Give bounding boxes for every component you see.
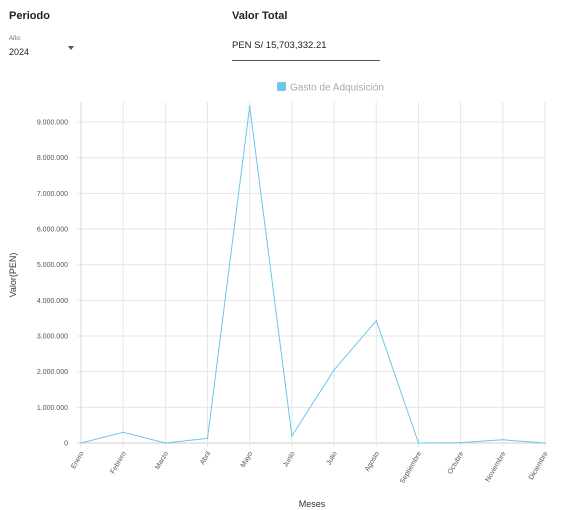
y-tick-label: 6.000.000 <box>37 227 68 234</box>
data-point[interactable] <box>80 442 82 444</box>
chart-grid <box>77 102 546 447</box>
x-tick-label: Julio <box>326 450 339 466</box>
x-tick-label: Noviembre <box>485 450 508 483</box>
x-tick-label: Junio <box>282 450 296 468</box>
data-point[interactable] <box>333 369 335 371</box>
year-caption: Año: <box>9 36 22 42</box>
x-tick-label: Mayo <box>240 450 255 468</box>
data-point[interactable] <box>206 437 209 440</box>
data-point[interactable] <box>544 442 546 444</box>
series-line <box>80 105 546 444</box>
data-point[interactable] <box>248 105 251 107</box>
data-point[interactable] <box>417 442 420 444</box>
y-tick-label: 9.000.000 <box>37 120 68 127</box>
total-value: PEN S/ 15,703,332.21 <box>232 40 327 51</box>
chevron-down-icon[interactable] <box>68 46 74 50</box>
total-title: Valor Total <box>232 10 288 22</box>
x-tick-label: Agosto <box>364 450 381 472</box>
legend-swatch[interactable] <box>277 82 286 91</box>
x-tick-label: Septiembre <box>399 450 423 485</box>
y-axis-title: Valor(PEN) <box>8 253 18 298</box>
chart-labels: 0 1.000.000 2.000.000 3.000.000 4.000.000 5.0… <box>8 120 550 509</box>
y-tick-label: 1.000.000 <box>37 405 68 412</box>
chart-series <box>80 105 546 444</box>
year-value: 2024 <box>9 47 30 57</box>
data-point[interactable] <box>459 441 462 444</box>
x-tick-label: Enero <box>70 450 85 470</box>
y-tick-label: 3.000.000 <box>37 334 68 341</box>
x-axis-title: Meses <box>299 499 326 509</box>
data-point[interactable] <box>375 319 378 322</box>
y-tick-label: 8.000.000 <box>37 155 68 162</box>
data-point[interactable] <box>291 435 293 437</box>
year-select[interactable]: Año: 2024 <box>9 36 77 60</box>
y-tick-label: 7.000.000 <box>37 191 68 198</box>
legend-label[interactable]: Gasto de Adquisición <box>290 83 384 94</box>
data-point[interactable] <box>502 438 504 441</box>
x-tick-label: Marzo <box>154 450 170 470</box>
y-tick-label: 5.000.000 <box>37 262 68 269</box>
x-tick-label: Febrero <box>110 450 128 475</box>
x-tick-label: Diciembre <box>528 450 550 481</box>
chart-legend: Gasto de Adquisición <box>277 82 384 94</box>
data-point[interactable] <box>164 442 167 444</box>
y-tick-label: 4.000.000 <box>37 298 68 305</box>
x-tick-label: Abril <box>199 450 212 466</box>
y-tick-label: 2.000.000 <box>37 369 68 376</box>
y-tick-label: 0 <box>64 441 68 448</box>
x-tick-label: Octubre <box>447 450 466 475</box>
total-value-field: PEN S/ 15,703,332.21 <box>232 36 380 61</box>
data-point[interactable] <box>122 431 124 434</box>
period-title: Periodo <box>9 10 50 22</box>
